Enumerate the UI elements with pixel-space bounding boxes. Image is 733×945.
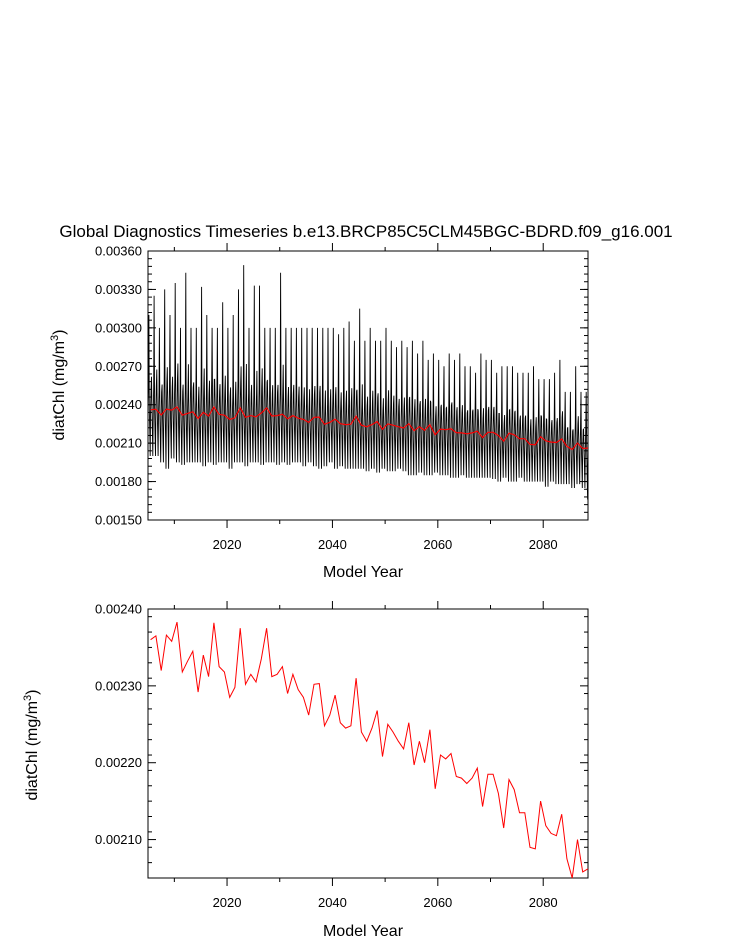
- bottom-x-axis-label: Model Year: [323, 923, 404, 940]
- x-tick-label: 2040: [318, 537, 347, 552]
- x-tick-label: 2060: [423, 537, 452, 552]
- y-tick-label: 0.00360: [95, 244, 142, 259]
- annual-mean-line-bottom: [150, 621, 589, 879]
- x-tick-label: 2020: [213, 537, 242, 552]
- top-x-ticks: 2020 2040 2060 2080: [173, 243, 558, 552]
- y-tick-label: 0.00150: [95, 513, 142, 528]
- monthly-series-line: [147, 265, 589, 500]
- x-tick-label: 2020: [213, 895, 242, 910]
- x-tick-label: 2080: [529, 895, 558, 910]
- y-tick-label: 0.00220: [95, 755, 142, 770]
- y-tick-label: 0.00330: [95, 282, 142, 297]
- bottom-plot-frame: [147, 608, 589, 879]
- x-tick-label: 2060: [423, 895, 452, 910]
- bottom-x-ticks: 2020 2040 2060 2080: [173, 601, 558, 910]
- y-tick-label: 0.00240: [95, 397, 142, 412]
- x-tick-label: 2080: [529, 537, 558, 552]
- bottom-chart: 0.00210 0.00220 0.00230 0.00240 2020 2040 206…: [22, 601, 589, 940]
- top-series-lines: [147, 265, 589, 500]
- bottom-y-axis-label: diatChl (mg/m3): [22, 689, 41, 800]
- top-x-axis-label: Model Year: [323, 564, 404, 581]
- y-tick-label: 0.00210: [95, 832, 142, 847]
- y-tick-label: 0.00240: [95, 602, 142, 617]
- y-tick-label: 0.00210: [95, 436, 142, 451]
- top-y-axis-label: diatChl (mg/m3): [49, 329, 68, 440]
- x-tick-label: 2040: [318, 895, 347, 910]
- annual-mean-line-top: [150, 405, 589, 451]
- y-tick-label: 0.00230: [95, 678, 142, 693]
- y-tick-label: 0.00300: [95, 320, 142, 335]
- bottom-y-ticks: 0.00210 0.00220 0.00230 0.00240: [95, 602, 588, 879]
- chart-title: Global Diagnostics Timeseries b.e13.BRCP…: [59, 222, 672, 241]
- top-chart: Global Diagnostics Timeseries b.e13.BRCP…: [49, 222, 673, 581]
- top-y-ticks: 0.00150 0.00180 0.00210 0.00240 0.00270 0.003…: [95, 244, 588, 528]
- bottom-series-lines: [150, 621, 589, 879]
- y-tick-label: 0.00270: [95, 359, 142, 374]
- y-tick-label: 0.00180: [95, 474, 142, 489]
